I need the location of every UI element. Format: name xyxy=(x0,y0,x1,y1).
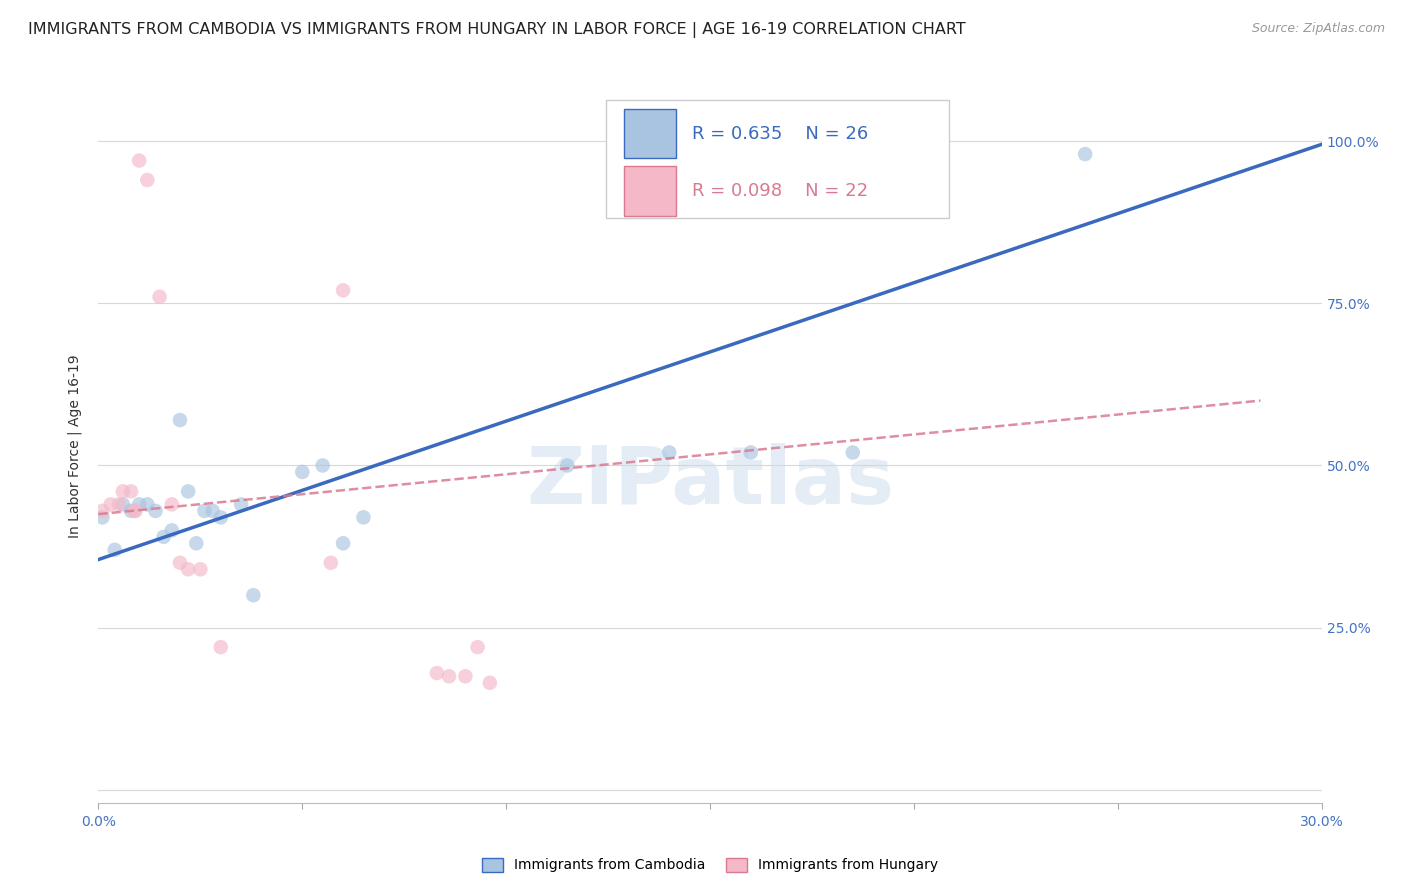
Point xyxy=(177,484,200,499)
Y-axis label: In Labor Force | Age 16-19: In Labor Force | Age 16-19 xyxy=(67,354,83,538)
Point xyxy=(120,504,142,518)
Point xyxy=(91,510,114,524)
Point xyxy=(160,524,183,538)
FancyBboxPatch shape xyxy=(606,100,949,218)
Point xyxy=(145,504,167,518)
Point xyxy=(231,497,253,511)
Text: R = 0.635    N = 26: R = 0.635 N = 26 xyxy=(692,125,868,143)
Point xyxy=(91,504,114,518)
Point xyxy=(149,290,172,304)
Point xyxy=(111,497,134,511)
Point xyxy=(352,510,374,524)
Point xyxy=(332,283,354,297)
Point xyxy=(319,556,342,570)
FancyBboxPatch shape xyxy=(624,109,676,159)
Point xyxy=(100,497,122,511)
Point xyxy=(658,445,681,459)
Text: ZIPatlas: ZIPatlas xyxy=(526,442,894,521)
Point xyxy=(152,530,174,544)
Text: R = 0.098    N = 22: R = 0.098 N = 22 xyxy=(692,182,868,200)
Point xyxy=(209,640,232,654)
Point xyxy=(478,675,501,690)
Point xyxy=(177,562,200,576)
Point xyxy=(242,588,264,602)
Point xyxy=(136,173,159,187)
Text: Source: ZipAtlas.com: Source: ZipAtlas.com xyxy=(1251,22,1385,36)
Point xyxy=(841,445,863,459)
Point xyxy=(160,497,183,511)
Point xyxy=(426,666,449,681)
Point xyxy=(467,640,489,654)
Point xyxy=(209,510,232,524)
Point xyxy=(169,556,191,570)
Point xyxy=(193,504,215,518)
Point xyxy=(120,484,142,499)
Point xyxy=(128,497,150,511)
Point xyxy=(128,153,150,168)
Point xyxy=(111,484,134,499)
Point xyxy=(124,504,146,518)
Point xyxy=(1074,147,1097,161)
FancyBboxPatch shape xyxy=(624,166,676,216)
Point xyxy=(108,497,131,511)
Point xyxy=(291,465,314,479)
Point xyxy=(136,497,159,511)
Point xyxy=(124,504,146,518)
Point xyxy=(186,536,208,550)
Point xyxy=(201,504,224,518)
Point xyxy=(557,458,579,473)
Point xyxy=(740,445,762,459)
Point xyxy=(188,562,212,576)
Legend: Immigrants from Cambodia, Immigrants from Hungary: Immigrants from Cambodia, Immigrants fro… xyxy=(477,852,943,878)
Point xyxy=(104,542,127,557)
Point xyxy=(332,536,354,550)
Point xyxy=(169,413,191,427)
Point xyxy=(437,669,460,683)
Point xyxy=(312,458,335,473)
Text: IMMIGRANTS FROM CAMBODIA VS IMMIGRANTS FROM HUNGARY IN LABOR FORCE | AGE 16-19 C: IMMIGRANTS FROM CAMBODIA VS IMMIGRANTS F… xyxy=(28,22,966,38)
Point xyxy=(454,669,477,683)
